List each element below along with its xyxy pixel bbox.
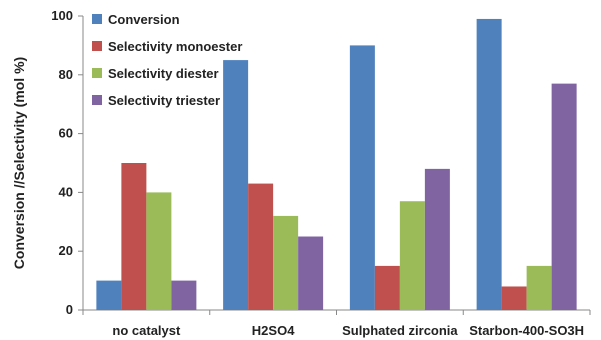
bar: [96, 280, 122, 310]
y-tick-label: 60: [59, 126, 73, 141]
bar: [273, 215, 299, 310]
bar: [501, 286, 527, 310]
y-tick-label: 0: [66, 302, 73, 317]
x-category-label: no catalyst: [112, 323, 181, 338]
legend-swatch: [92, 95, 102, 105]
x-category-label: Sulphated zirconia: [342, 323, 458, 338]
bar: [374, 265, 400, 310]
bar: [298, 236, 324, 310]
bar: [349, 45, 375, 311]
bar: [248, 183, 274, 310]
legend: Conversion Selectivity monoester Selectivi…: [92, 12, 242, 108]
y-tick-label: 20: [59, 243, 73, 258]
bar: [551, 83, 577, 311]
bar: [223, 60, 249, 310]
bar: [424, 168, 450, 310]
y-axis: 0 20 40 60 80 100: [51, 8, 84, 317]
legend-label: Selectivity diester: [108, 66, 219, 81]
x-category-label: H2SO4: [252, 323, 295, 338]
y-tick-label: 80: [59, 67, 73, 82]
bars: [96, 18, 577, 311]
x-category-label: Starbon-400-SO3H: [469, 323, 584, 338]
legend-label: Conversion: [108, 12, 180, 27]
bar: [121, 163, 147, 310]
bar: [146, 192, 172, 310]
legend-label: Selectivity monoester: [108, 39, 242, 54]
legend-swatch: [92, 41, 102, 51]
legend-swatch: [92, 14, 102, 24]
bar: [171, 280, 197, 310]
y-axis-title: Conversion //Selectivity (mol %): [11, 57, 27, 269]
bar: [399, 201, 425, 310]
bar: [476, 18, 502, 310]
legend-swatch: [92, 68, 102, 78]
y-tick-label: 40: [59, 184, 73, 199]
bar: [526, 265, 552, 310]
y-tick-label: 100: [51, 8, 73, 23]
legend-label: Selectivity triester: [108, 93, 220, 108]
x-axis: no catalyst H2SO4 Sulphated zirconia Starbo…: [82, 309, 591, 338]
